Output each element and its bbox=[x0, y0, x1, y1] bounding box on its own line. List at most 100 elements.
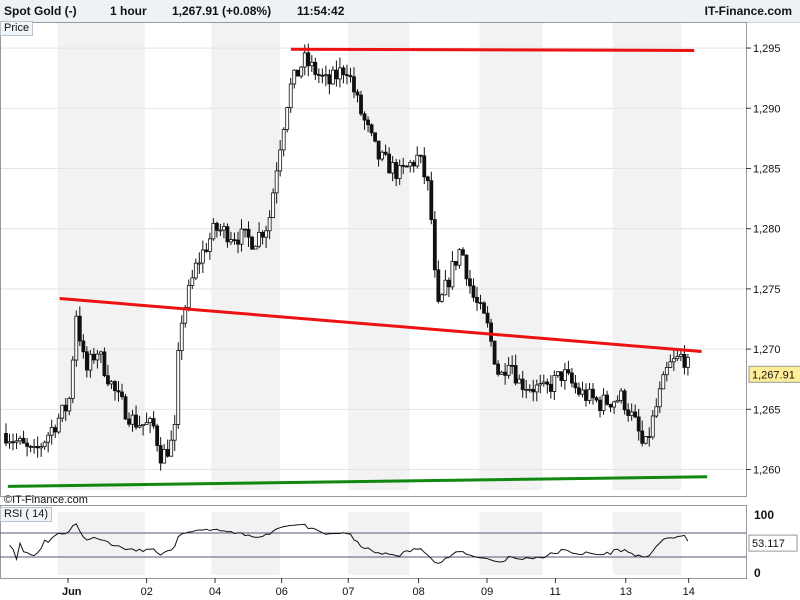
y-tick-label: 1,270 bbox=[753, 344, 781, 356]
candle-down bbox=[295, 69, 300, 77]
candle-up bbox=[415, 154, 420, 167]
candle-down bbox=[418, 154, 423, 157]
candle-up bbox=[323, 74, 328, 77]
rsi-panel-frame bbox=[0, 505, 747, 579]
candle-down bbox=[28, 445, 33, 448]
candle-down bbox=[260, 231, 265, 238]
descending-trendline-line bbox=[59, 297, 702, 354]
candle-down bbox=[341, 67, 346, 76]
candle-down bbox=[348, 75, 353, 78]
candle-down bbox=[214, 222, 219, 231]
candle-up bbox=[193, 262, 198, 279]
session-band bbox=[57, 512, 145, 575]
candle-up bbox=[74, 315, 79, 361]
candle-up bbox=[397, 165, 402, 179]
candle-up bbox=[499, 371, 504, 375]
candle-down bbox=[471, 285, 476, 298]
instrument-name: Spot Gold (-) bbox=[4, 4, 77, 18]
candle-down bbox=[545, 381, 550, 385]
candle-down bbox=[25, 442, 29, 447]
y-tick-label: 1,265 bbox=[753, 404, 781, 416]
candle-down bbox=[682, 354, 687, 368]
price-panel-label: Price bbox=[0, 21, 34, 36]
rsi-panel-label: RSI ( 14) bbox=[0, 507, 53, 522]
candle-down bbox=[306, 52, 311, 67]
candle-down bbox=[432, 219, 437, 271]
candle-down bbox=[35, 445, 40, 449]
candle-down bbox=[647, 436, 652, 438]
session-band bbox=[479, 22, 543, 490]
candle-down bbox=[313, 61, 318, 75]
candle-up bbox=[207, 238, 212, 252]
brand-name: IT-Finance.com bbox=[704, 4, 792, 18]
candle-up bbox=[60, 404, 65, 419]
candle-up bbox=[186, 285, 191, 308]
candle-up bbox=[7, 441, 12, 444]
candle-up bbox=[408, 161, 413, 167]
candle-up bbox=[675, 355, 680, 360]
candle-up bbox=[450, 261, 455, 288]
candle-up bbox=[267, 217, 272, 232]
candle-down bbox=[102, 351, 107, 377]
candle-up bbox=[587, 388, 592, 401]
session-band bbox=[612, 22, 682, 490]
x-tick-label: 07 bbox=[342, 586, 354, 598]
candle-up bbox=[176, 350, 181, 425]
candle-up bbox=[517, 378, 522, 384]
candle-up bbox=[580, 389, 585, 395]
candle-up bbox=[56, 417, 61, 433]
candle-down bbox=[362, 113, 367, 121]
last-price-label: 1,267.91 bbox=[752, 369, 795, 381]
candle-down bbox=[106, 375, 110, 385]
candle-up bbox=[380, 151, 385, 160]
candle-up bbox=[538, 383, 543, 386]
candle-down bbox=[566, 369, 571, 374]
candle-up bbox=[148, 418, 153, 423]
candle-down bbox=[636, 416, 641, 432]
candle-up bbox=[257, 231, 261, 247]
candle-up bbox=[629, 411, 634, 416]
candle-down bbox=[120, 391, 124, 398]
candle-down bbox=[376, 140, 381, 160]
candle-up bbox=[271, 192, 276, 218]
candle-up bbox=[18, 437, 22, 442]
candle-up bbox=[179, 322, 184, 351]
candle-down bbox=[422, 155, 427, 178]
candle-up bbox=[292, 69, 297, 85]
candle-up bbox=[169, 439, 174, 457]
candle-down bbox=[158, 445, 163, 464]
candle-up bbox=[109, 381, 114, 385]
candle-up bbox=[612, 401, 616, 408]
candle-down bbox=[503, 371, 508, 376]
candle-up bbox=[601, 394, 606, 412]
candle-down bbox=[327, 74, 332, 85]
candle-up bbox=[330, 69, 335, 85]
candle-down bbox=[246, 228, 251, 238]
rsi-y-axis: 100 0 bbox=[754, 508, 774, 580]
candle-down bbox=[608, 403, 613, 408]
candle-down bbox=[394, 162, 399, 179]
candle-down bbox=[11, 441, 15, 444]
candle-up bbox=[278, 149, 283, 172]
candle-down bbox=[53, 427, 58, 433]
candle-up bbox=[299, 66, 304, 77]
candle-down bbox=[316, 74, 321, 76]
candle-up bbox=[338, 67, 342, 80]
candle-down bbox=[334, 69, 339, 80]
candle-down bbox=[387, 153, 392, 174]
candle-down bbox=[548, 383, 553, 392]
candle-up bbox=[678, 354, 683, 357]
x-tick-label: 09 bbox=[481, 586, 493, 598]
candle-down bbox=[598, 399, 602, 412]
candle-down bbox=[584, 389, 588, 401]
session-band bbox=[211, 22, 280, 490]
watermark: ©IT-Finance.com bbox=[4, 494, 88, 506]
price-panel-frame bbox=[0, 22, 747, 497]
chart-header: Spot Gold (-) 1 hour 1,267.91 (+0.08%) 1… bbox=[0, 0, 800, 23]
candle-down bbox=[404, 165, 409, 168]
candle-down bbox=[492, 340, 497, 365]
x-axis: Jun 02 04 06 07 08 09 11 13 14 bbox=[62, 578, 695, 598]
candle-up bbox=[309, 61, 314, 67]
candle-down bbox=[425, 176, 430, 182]
last-price-tag bbox=[748, 365, 800, 383]
